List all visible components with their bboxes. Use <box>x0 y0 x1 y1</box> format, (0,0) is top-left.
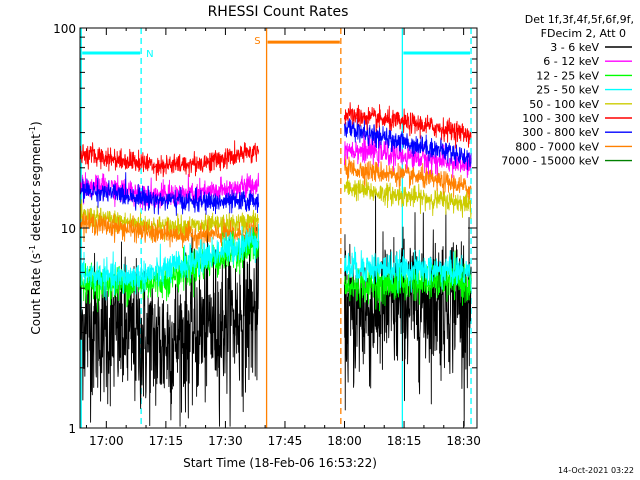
legend-entry: 25 - 50 keV <box>536 84 632 97</box>
legend-entry: 6 - 12 keV <box>543 55 632 68</box>
series-line-segment-1 <box>79 227 260 313</box>
legend-entry: 100 - 300 keV <box>522 112 632 125</box>
legend-entry: 300 - 800 keV <box>522 126 632 139</box>
legend-entry: 50 - 100 keV <box>529 98 632 111</box>
series-line-segment-2 <box>343 246 472 294</box>
ticks-layer: 17:00 17:15 17:30 17:45 18:00 18:15 18:30 1 10 10… <box>53 22 481 448</box>
series-line-segment-2 <box>343 190 472 427</box>
series-3-6-keV <box>79 190 472 427</box>
legend: Det 1f,3f,4f,5f,6f,9f, FDecim 2, Att 0 3… <box>501 13 634 168</box>
series-line-segment-1 <box>79 140 260 181</box>
x-axis-label: Start Time (18-Feb-06 16:53:22) <box>183 456 377 470</box>
marker-s: S <box>254 28 342 428</box>
legend-label: 300 - 800 keV <box>522 126 599 139</box>
legend-label: 6 - 12 keV <box>543 55 599 68</box>
x-tick-label: 17:00 <box>89 434 124 448</box>
x-tick-label: 17:30 <box>208 434 243 448</box>
legend-label: 3 - 6 keV <box>550 41 599 54</box>
series-line-segment-1 <box>79 225 260 427</box>
series-line-segment-2 <box>343 153 472 200</box>
legend-entry: 800 - 7000 keV <box>515 140 632 153</box>
legend-label: 50 - 100 keV <box>529 98 599 111</box>
y-tick-label: 1 <box>68 422 76 436</box>
x-tick-label: 18:00 <box>327 434 362 448</box>
series-300-800-keV <box>79 117 472 216</box>
y-axis-label: Count Rate (s-1 detector segment-1) <box>28 121 43 334</box>
legend-label: 7000 - 15000 keV <box>501 155 599 168</box>
chart-title: RHESSI Count Rates <box>208 4 349 20</box>
legend-entry: 12 - 25 keV <box>536 69 632 82</box>
y-tick-label: 100 <box>53 22 76 36</box>
series-line-segment-1 <box>79 223 260 301</box>
legend-entry: 3 - 6 keV <box>550 41 632 54</box>
legend-entry: 7000 - 15000 keV <box>501 155 632 168</box>
y-tick-label: 10 <box>61 222 76 236</box>
marker-label: N <box>146 49 153 60</box>
legend-header-line-1: Det 1f,3f,4f,5f,6f,9f, <box>525 13 634 26</box>
series-line-segment-1 <box>79 172 260 216</box>
series-line-segment-2 <box>343 176 472 220</box>
series-line-segment-2 <box>343 117 472 171</box>
series-line-segment-2 <box>343 131 472 178</box>
marker-label: S <box>254 36 260 47</box>
x-tick-label: 17:45 <box>268 434 303 448</box>
footer-date: 14-Oct-2021 03:22 <box>558 466 634 475</box>
x-tick-label: 18:30 <box>446 434 481 448</box>
series-100-300-keV <box>79 102 472 181</box>
legend-label: 25 - 50 keV <box>536 84 599 97</box>
legend-label: 100 - 300 keV <box>522 112 599 125</box>
legend-label: 12 - 25 keV <box>536 69 599 82</box>
legend-header-line-2: FDecim 2, Att 0 <box>541 27 626 40</box>
series-25-50-keV <box>79 223 472 301</box>
x-tick-label: 17:15 <box>149 434 184 448</box>
legend-label: 800 - 7000 keV <box>515 140 599 153</box>
x-tick-label: 18:15 <box>387 434 422 448</box>
series-line-segment-2 <box>343 102 472 149</box>
